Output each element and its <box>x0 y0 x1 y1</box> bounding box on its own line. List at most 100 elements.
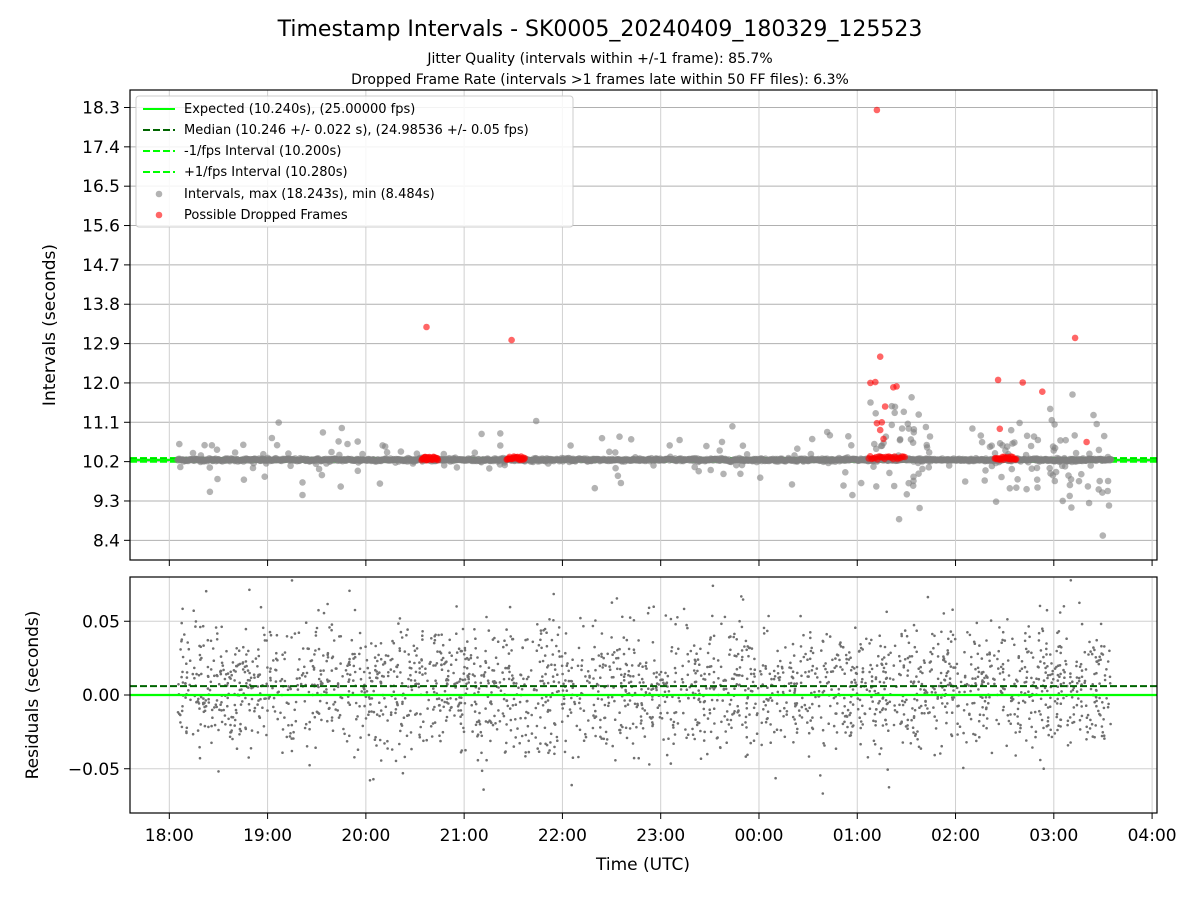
residual-point <box>527 739 530 743</box>
residual-point <box>1034 735 1037 739</box>
residual-point <box>235 711 238 715</box>
residual-point <box>569 711 573 714</box>
residual-point <box>374 644 378 648</box>
residual-point <box>562 697 566 701</box>
residual-point <box>286 688 290 692</box>
residual-point <box>843 705 846 708</box>
residual-point <box>998 672 1002 675</box>
residual-point <box>250 729 254 732</box>
interval-point <box>617 479 625 487</box>
residual-point <box>392 641 396 645</box>
residual-point <box>919 704 923 708</box>
residual-point <box>647 606 651 610</box>
residual-point <box>900 634 903 638</box>
residual-point <box>553 668 557 671</box>
residual-point <box>906 718 910 722</box>
residual-point <box>486 679 490 682</box>
residual-point <box>882 656 886 659</box>
residual-point <box>351 652 354 656</box>
residual-point <box>965 682 969 686</box>
residual-point <box>731 713 734 716</box>
residual-point <box>1024 647 1028 651</box>
residual-point <box>716 698 719 702</box>
residual-point <box>303 726 307 730</box>
residual-point <box>849 721 853 725</box>
residual-point <box>652 605 655 608</box>
residual-point <box>716 659 720 662</box>
residual-point <box>608 668 612 671</box>
residual-point <box>843 720 846 724</box>
residual-point <box>755 713 759 717</box>
interval-point <box>919 465 926 473</box>
residual-point <box>818 680 822 684</box>
residual-point <box>996 657 999 661</box>
residual-point <box>1042 726 1045 730</box>
residual-point <box>527 750 531 754</box>
residual-point <box>412 644 416 648</box>
residual-point <box>511 704 515 707</box>
residual-point <box>602 656 605 660</box>
residual-point <box>269 679 272 682</box>
residual-point <box>547 751 550 755</box>
residual-point <box>399 671 402 674</box>
residual-point <box>372 777 375 781</box>
residual-point <box>810 726 814 730</box>
interval-point <box>636 455 644 462</box>
residual-point <box>441 643 445 647</box>
interval-point <box>568 456 576 463</box>
residual-point <box>377 653 380 657</box>
residual-point <box>778 709 782 713</box>
residual-point <box>665 695 669 699</box>
residual-point <box>893 709 897 712</box>
residual-point <box>736 704 739 708</box>
residual-point <box>861 677 864 681</box>
residual-point <box>353 652 356 656</box>
interval-point <box>977 432 985 439</box>
residual-point <box>1055 712 1059 716</box>
residual-point <box>1063 670 1066 674</box>
residual-point <box>322 669 325 672</box>
residual-point <box>909 742 913 745</box>
residual-point <box>179 648 182 651</box>
residual-point <box>718 746 722 749</box>
residual-point <box>698 663 701 666</box>
residual-point <box>479 665 482 668</box>
residual-point <box>824 667 827 671</box>
interval-point <box>794 445 801 453</box>
residual-point <box>670 649 673 653</box>
dropped-point <box>873 419 881 427</box>
residual-point <box>195 672 198 676</box>
residual-point <box>607 701 611 705</box>
residual-point <box>505 723 508 726</box>
residual-point <box>914 734 917 738</box>
residual-point <box>399 630 403 634</box>
residual-point <box>999 665 1003 669</box>
residual-point <box>898 654 901 658</box>
residual-point <box>403 755 407 759</box>
residual-point <box>628 699 632 702</box>
residual-point <box>1053 700 1057 703</box>
residual-point <box>594 734 597 738</box>
residual-point <box>245 653 248 656</box>
residual-point <box>394 759 398 763</box>
residual-point <box>348 703 352 706</box>
residual-point <box>1058 611 1062 614</box>
residual-point <box>261 706 264 709</box>
residual-point <box>433 638 437 642</box>
residual-point <box>821 639 825 643</box>
residual-point <box>177 683 180 686</box>
residual-point <box>674 671 678 675</box>
residual-point <box>702 707 706 711</box>
interval-point <box>676 436 683 444</box>
residual-point <box>943 688 946 692</box>
residual-point <box>898 659 902 663</box>
residual-point <box>884 699 888 702</box>
residual-point <box>947 637 950 641</box>
residual-point <box>410 688 414 692</box>
residual-point <box>220 701 223 704</box>
residual-point <box>314 746 317 749</box>
residual-point <box>505 699 508 703</box>
residual-point <box>208 688 212 692</box>
residual-point <box>723 678 727 682</box>
residual-point <box>1003 687 1006 691</box>
